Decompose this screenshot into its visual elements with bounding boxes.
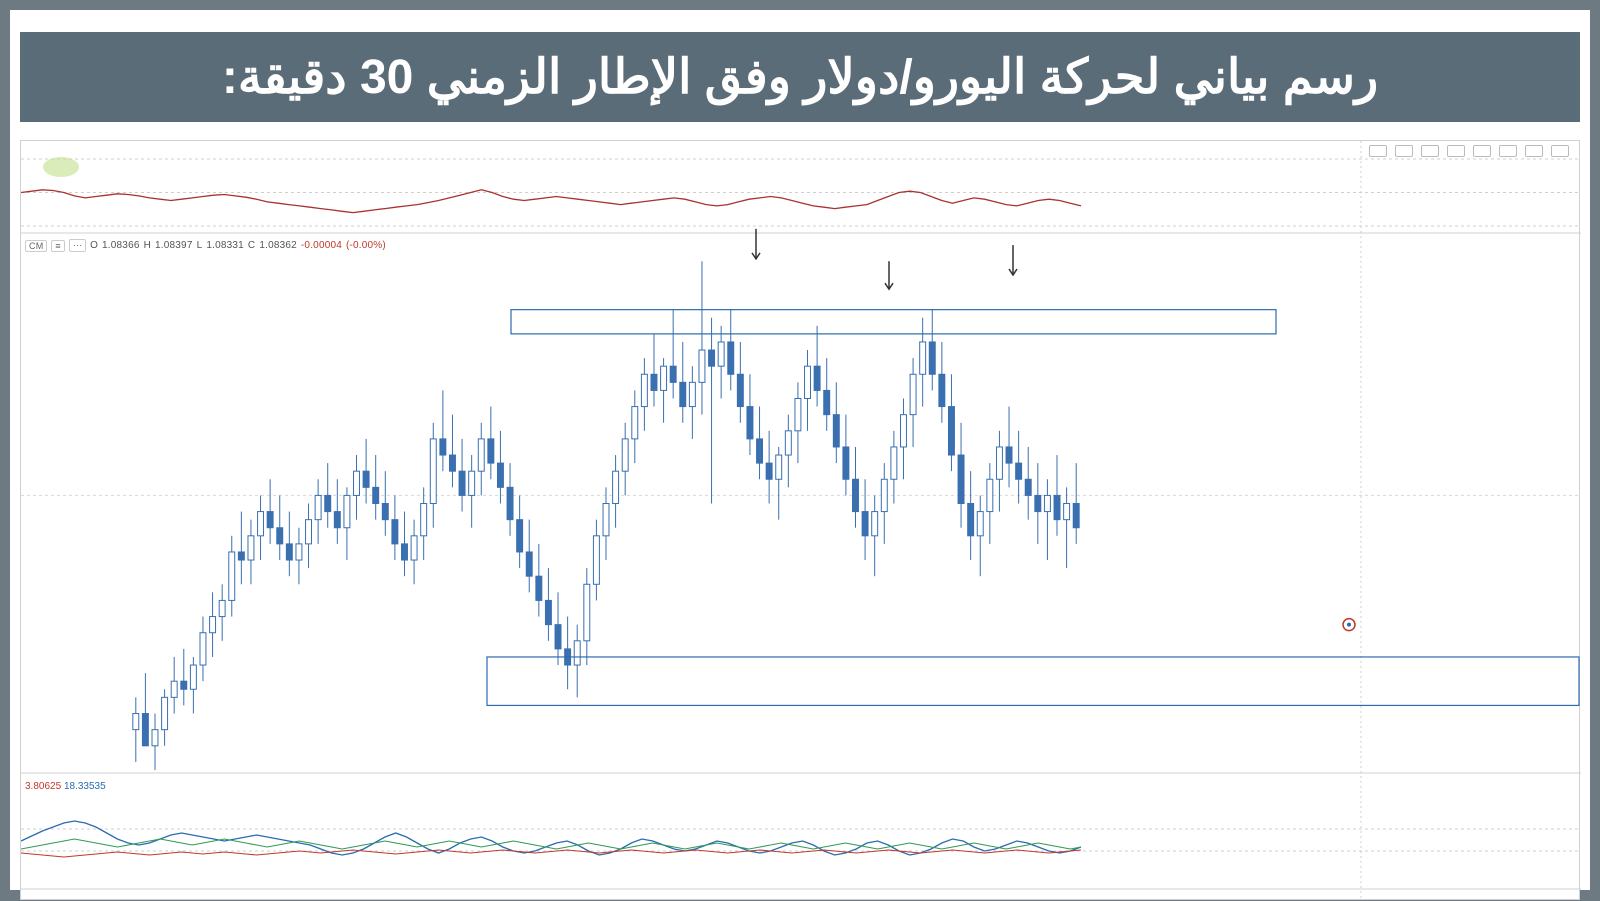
- chart-svg[interactable]: [21, 141, 1581, 901]
- title-bar: رسم بياني لحركة اليورو/دولار وفق الإطار …: [20, 32, 1580, 122]
- chart-container: CM ≡ ⋯ O 1.08366 H 1.08397 L 1.08331 C 1…: [20, 140, 1580, 900]
- page-title: رسم بياني لحركة اليورو/دولار وفق الإطار …: [222, 49, 1378, 105]
- chart-frame: رسم بياني لحركة اليورو/دولار وفق الإطار …: [10, 10, 1590, 890]
